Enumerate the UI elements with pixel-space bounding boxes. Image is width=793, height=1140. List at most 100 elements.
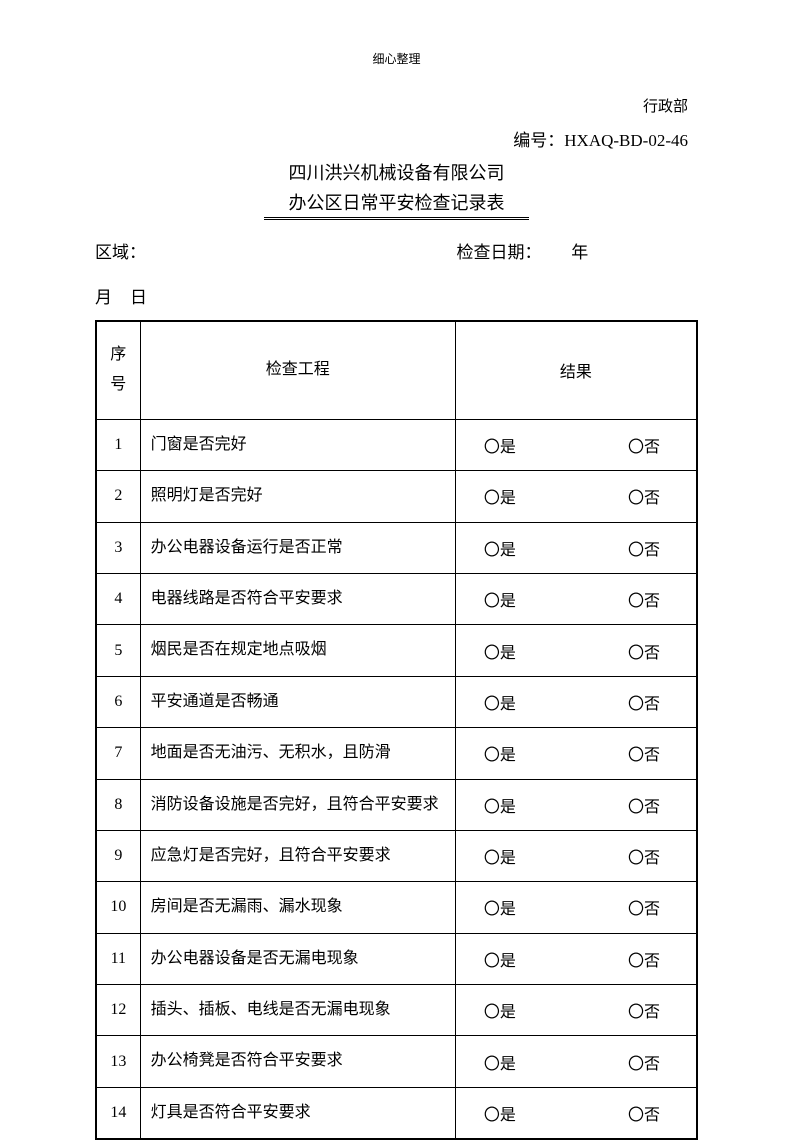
cell-item: 灯具是否符合平安要求 bbox=[140, 1087, 455, 1139]
cell-num: 14 bbox=[96, 1087, 140, 1139]
cell-item: 办公椅凳是否符合平安要求 bbox=[140, 1036, 455, 1087]
cell-result: 〇是 〇否 bbox=[455, 625, 697, 676]
cell-num: 4 bbox=[96, 573, 140, 624]
cell-num: 7 bbox=[96, 728, 140, 779]
option-no[interactable]: 〇否 bbox=[628, 895, 660, 919]
cell-result: 〇是 〇否 bbox=[455, 419, 697, 470]
cell-num: 12 bbox=[96, 985, 140, 1036]
cell-num: 5 bbox=[96, 625, 140, 676]
cell-num: 11 bbox=[96, 933, 140, 984]
option-no[interactable]: 〇否 bbox=[628, 536, 660, 560]
cell-result: 〇是 〇否 bbox=[455, 1036, 697, 1087]
cell-num: 1 bbox=[96, 419, 140, 470]
option-no[interactable]: 〇否 bbox=[628, 947, 660, 971]
cell-item: 应急灯是否完好，且符合平安要求 bbox=[140, 830, 455, 881]
option-yes[interactable]: 〇是 bbox=[484, 536, 516, 560]
cell-result: 〇是 〇否 bbox=[455, 676, 697, 727]
cell-result: 〇是 〇否 bbox=[455, 522, 697, 573]
cell-item: 插头、插板、电线是否无漏电现象 bbox=[140, 985, 455, 1036]
header-note: 细心整理 bbox=[95, 50, 698, 67]
cell-num: 9 bbox=[96, 830, 140, 881]
table-row: 2照明灯是否完好 〇是 〇否 bbox=[96, 471, 697, 522]
area-field: 区域： bbox=[95, 238, 397, 263]
option-no[interactable]: 〇否 bbox=[628, 484, 660, 508]
cell-num: 2 bbox=[96, 471, 140, 522]
cell-result: 〇是 〇否 bbox=[455, 779, 697, 830]
cell-item: 电器线路是否符合平安要求 bbox=[140, 573, 455, 624]
header-item: 检查工程 bbox=[140, 321, 455, 419]
cell-item: 办公电器设备运行是否正常 bbox=[140, 522, 455, 573]
option-yes[interactable]: 〇是 bbox=[484, 690, 516, 714]
day-label: 日 bbox=[130, 288, 147, 307]
table-row: 9应急灯是否完好，且符合平安要求 〇是 〇否 bbox=[96, 830, 697, 881]
option-no[interactable]: 〇否 bbox=[628, 1101, 660, 1125]
table-row: 14灯具是否符合平安要求 〇是 〇否 bbox=[96, 1087, 697, 1139]
cell-num: 10 bbox=[96, 882, 140, 933]
cell-item: 地面是否无油污、无积水，且防滑 bbox=[140, 728, 455, 779]
option-no[interactable]: 〇否 bbox=[628, 998, 660, 1022]
cell-item: 房间是否无漏雨、漏水现象 bbox=[140, 882, 455, 933]
option-yes[interactable]: 〇是 bbox=[484, 1101, 516, 1125]
cell-item: 烟民是否在规定地点吸烟 bbox=[140, 625, 455, 676]
table-row: 7地面是否无油污、无积水，且防滑 〇是 〇否 bbox=[96, 728, 697, 779]
cell-item: 办公电器设备是否无漏电现象 bbox=[140, 933, 455, 984]
table-row: 13办公椅凳是否符合平安要求 〇是 〇否 bbox=[96, 1036, 697, 1087]
table-row: 12插头、插板、电线是否无漏电现象 〇是 〇否 bbox=[96, 985, 697, 1036]
option-no[interactable]: 〇否 bbox=[628, 433, 660, 457]
company-name: 四川洪兴机械设备有限公司 bbox=[95, 159, 698, 185]
cell-result: 〇是 〇否 bbox=[455, 1087, 697, 1139]
option-no[interactable]: 〇否 bbox=[628, 690, 660, 714]
option-no[interactable]: 〇否 bbox=[628, 844, 660, 868]
option-yes[interactable]: 〇是 bbox=[484, 844, 516, 868]
table-row: 11办公电器设备是否无漏电现象 〇是 〇否 bbox=[96, 933, 697, 984]
cell-result: 〇是 〇否 bbox=[455, 728, 697, 779]
cell-result: 〇是 〇否 bbox=[455, 985, 697, 1036]
option-yes[interactable]: 〇是 bbox=[484, 587, 516, 611]
cell-num: 8 bbox=[96, 779, 140, 830]
table-row: 5烟民是否在规定地点吸烟 〇是 〇否 bbox=[96, 625, 697, 676]
option-yes[interactable]: 〇是 bbox=[484, 741, 516, 765]
option-no[interactable]: 〇否 bbox=[628, 639, 660, 663]
option-yes[interactable]: 〇是 bbox=[484, 1050, 516, 1074]
option-yes[interactable]: 〇是 bbox=[484, 947, 516, 971]
meta-row: 区域： 检查日期： 年 bbox=[95, 238, 698, 263]
cell-result: 〇是 〇否 bbox=[455, 573, 697, 624]
cell-item: 照明灯是否完好 bbox=[140, 471, 455, 522]
table-row: 8消防设备设施是否完好，且符合平安要求〇是〇否 bbox=[96, 779, 697, 830]
option-yes[interactable]: 〇是 bbox=[484, 639, 516, 663]
department-label: 行政部 bbox=[95, 95, 698, 116]
table-row: 3办公电器设备运行是否正常 〇是 〇否 bbox=[96, 522, 697, 573]
table-row: 6平安通道是否畅通 〇是 〇否 bbox=[96, 676, 697, 727]
option-no[interactable]: 〇否 bbox=[628, 1050, 660, 1074]
cell-num: 3 bbox=[96, 522, 140, 573]
cell-result: 〇是 〇否 bbox=[455, 882, 697, 933]
inspection-table: 序号 检查工程 结果 1门窗是否完好〇是〇否2照明灯是否完好〇是〇否3办公电器设… bbox=[95, 320, 698, 1140]
month-label: 月 bbox=[95, 288, 112, 307]
doc-number: 编号：HXAQ-BD-02-46 bbox=[95, 126, 698, 151]
year-label: 年 bbox=[571, 243, 588, 262]
title-underline bbox=[264, 217, 529, 220]
option-no[interactable]: 〇否 bbox=[628, 741, 660, 765]
option-yes[interactable]: 〇是 bbox=[484, 793, 516, 817]
option-yes[interactable]: 〇是 bbox=[484, 998, 516, 1022]
doc-number-value: HXAQ-BD-02-46 bbox=[564, 131, 688, 150]
option-yes[interactable]: 〇是 bbox=[484, 484, 516, 508]
option-no[interactable]: 〇否 bbox=[628, 587, 660, 611]
cell-num: 13 bbox=[96, 1036, 140, 1087]
cell-num: 6 bbox=[96, 676, 140, 727]
cell-result: 〇是 〇否 bbox=[455, 471, 697, 522]
date-label: 检查日期： bbox=[457, 243, 542, 262]
table-row: 1门窗是否完好〇是〇否 bbox=[96, 419, 697, 470]
option-yes[interactable]: 〇是 bbox=[484, 433, 516, 457]
option-yes[interactable]: 〇是 bbox=[484, 895, 516, 919]
date-field: 检查日期： 年 bbox=[397, 238, 699, 263]
table-header-row: 序号 检查工程 结果 bbox=[96, 321, 697, 419]
table-row: 10房间是否无漏雨、漏水现象 〇是 〇否 bbox=[96, 882, 697, 933]
header-result: 结果 bbox=[455, 321, 697, 419]
option-no[interactable]: 〇否 bbox=[628, 793, 660, 817]
form-title: 办公区日常平安检查记录表 bbox=[95, 189, 698, 215]
cell-item: 平安通道是否畅通 bbox=[140, 676, 455, 727]
cell-result: 〇是 〇否 bbox=[455, 933, 697, 984]
cell-result: 〇是 〇否 bbox=[455, 830, 697, 881]
meta-second-row: 月日 bbox=[95, 283, 698, 308]
